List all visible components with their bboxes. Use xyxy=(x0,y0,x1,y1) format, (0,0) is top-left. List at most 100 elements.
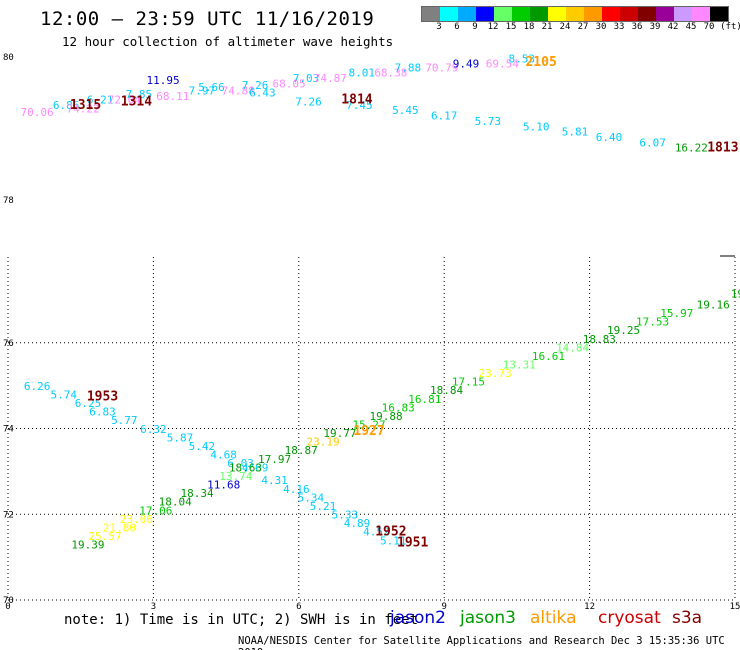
color-swatch xyxy=(584,7,602,21)
color-swatch xyxy=(602,7,620,21)
color-swatch xyxy=(476,7,494,21)
data-label: 4.31 xyxy=(261,474,288,487)
data-label: 74.88 xyxy=(222,85,255,98)
data-label: 70.06 xyxy=(21,106,54,119)
data-label: 18.63 xyxy=(229,461,262,474)
color-swatch xyxy=(512,7,530,21)
data-label: 7.45 xyxy=(346,99,373,112)
data-label: 5.81 xyxy=(562,126,589,139)
color-scale-tick: 12 xyxy=(487,22,499,32)
x-tick-label: 0 xyxy=(5,602,10,612)
data-label: 6.03 xyxy=(227,457,254,470)
data-label: 6.17 xyxy=(431,110,458,123)
data-label: 9.49 xyxy=(453,58,480,71)
data-label: 17.15 xyxy=(452,376,485,389)
data-label: 5.34 xyxy=(298,491,325,504)
data-label: 23.73 xyxy=(479,367,512,380)
data-label: 17.06 xyxy=(139,504,172,517)
data-label: 17.97 xyxy=(258,453,291,466)
x-tick-label: 3 xyxy=(151,602,156,612)
color-scale-tick: 45 xyxy=(685,22,697,32)
data-label: 19.25 xyxy=(607,324,640,337)
data-label: 5.87 xyxy=(167,431,194,444)
data-label: 23.06 xyxy=(120,513,153,526)
color-swatch xyxy=(494,7,512,21)
color-swatch xyxy=(458,7,476,21)
data-label: 4.69 xyxy=(242,461,269,474)
data-label: 6.07 xyxy=(639,136,666,149)
color-swatch xyxy=(638,7,656,21)
data-label: 16.61 xyxy=(532,350,565,363)
data-label: 7.03 xyxy=(293,72,320,85)
data-label: 68.38 xyxy=(374,67,407,80)
data-label: 4.68 xyxy=(210,449,237,462)
data-label: 4.52 xyxy=(363,526,390,539)
legend-note: note: 1) Time is in UTC; 2) SWH is in fe… xyxy=(64,612,419,628)
color-swatch xyxy=(566,7,584,21)
data-label: 6.40 xyxy=(596,131,623,144)
data-label: 7.85 xyxy=(126,88,153,101)
x-tick-label: 6 xyxy=(296,602,301,612)
x-tick-label: 9 xyxy=(441,602,446,612)
color-scale-tick: 42 xyxy=(667,22,679,32)
data-label: 19.88 xyxy=(369,410,402,423)
data-label: 7.97 xyxy=(189,85,216,98)
y-tick-label: 72 xyxy=(3,510,14,520)
color-scale-tick: 15 xyxy=(505,22,517,32)
color-scale-tick: 33 xyxy=(613,22,625,32)
y-tick-label: 74 xyxy=(3,425,14,435)
pass-time-label: 2105 xyxy=(525,55,556,70)
color-swatch xyxy=(692,7,710,21)
page-subtitle: 12 hour collection of altimeter wave hei… xyxy=(62,34,394,49)
pass-time-label: 1952 xyxy=(375,525,406,540)
color-scale-tick: 6 xyxy=(454,22,460,32)
data-label: 70.79 xyxy=(425,61,458,74)
data-label: 4.16 xyxy=(283,483,310,496)
y-tick-label: 70 xyxy=(3,596,14,606)
data-label: 68.11 xyxy=(156,90,189,103)
color-scale-tick: 39 xyxy=(649,22,661,32)
data-label: 5.11 xyxy=(380,534,407,547)
data-label: 5.74 xyxy=(50,388,77,401)
data-label: 6.86 xyxy=(53,99,80,112)
data-label: 74.87 xyxy=(314,72,347,85)
color-scale-tick: 24 xyxy=(559,22,571,32)
data-label: 19.16 xyxy=(697,298,730,311)
data-label: 14.84 xyxy=(556,341,589,354)
color-swatch xyxy=(674,7,692,21)
data-label: 74.22 xyxy=(67,102,100,115)
color-swatch xyxy=(422,7,440,21)
pass-time-label: 1927 xyxy=(353,424,384,439)
data-label: 8.01 xyxy=(349,67,376,80)
data-label: 6.32 xyxy=(140,423,167,436)
legend-jason3: jason3 xyxy=(460,608,516,628)
data-label: 18.84 xyxy=(430,384,463,397)
data-label: 11.68 xyxy=(207,479,240,492)
data-label: 5.66 xyxy=(198,81,225,94)
data-label: 23.19 xyxy=(306,436,339,449)
data-label: 8.53 xyxy=(508,52,535,65)
y-tick-label: 80 xyxy=(3,53,14,63)
color-swatch xyxy=(710,7,728,21)
x-tick-label: 12 xyxy=(584,602,595,612)
data-label: 7.26 xyxy=(242,79,269,92)
color-scale-tick: 21 xyxy=(541,22,553,32)
data-label: 15.97 xyxy=(660,307,693,320)
page-title: 12:00 – 23:59 UTC 11/16/2019 xyxy=(40,8,375,30)
data-label: 19 xyxy=(731,288,740,301)
data-label: 5.73 xyxy=(475,115,502,128)
legend-altika: altika xyxy=(530,608,577,628)
data-label: 5.10 xyxy=(523,120,550,133)
color-swatch xyxy=(620,7,638,21)
data-label: 18.34 xyxy=(180,487,213,500)
pass-time-label: 1814 xyxy=(341,92,372,107)
color-scale-labels: 3 6 9 12 15 18 21 24 27 30 33 36 39 42 45 70 (ft) xyxy=(421,22,740,34)
data-label: 17.53 xyxy=(636,316,669,329)
color-scale-tick: 30 xyxy=(595,22,607,32)
footer-credit: NOAA/NESDIS Center for Satellite Applica… xyxy=(238,635,725,650)
data-label: 7.88 xyxy=(395,61,422,74)
data-label: 6.26 xyxy=(24,380,51,393)
color-scale-tick: 3 xyxy=(436,22,442,32)
data-label: 6.43 xyxy=(249,86,276,99)
